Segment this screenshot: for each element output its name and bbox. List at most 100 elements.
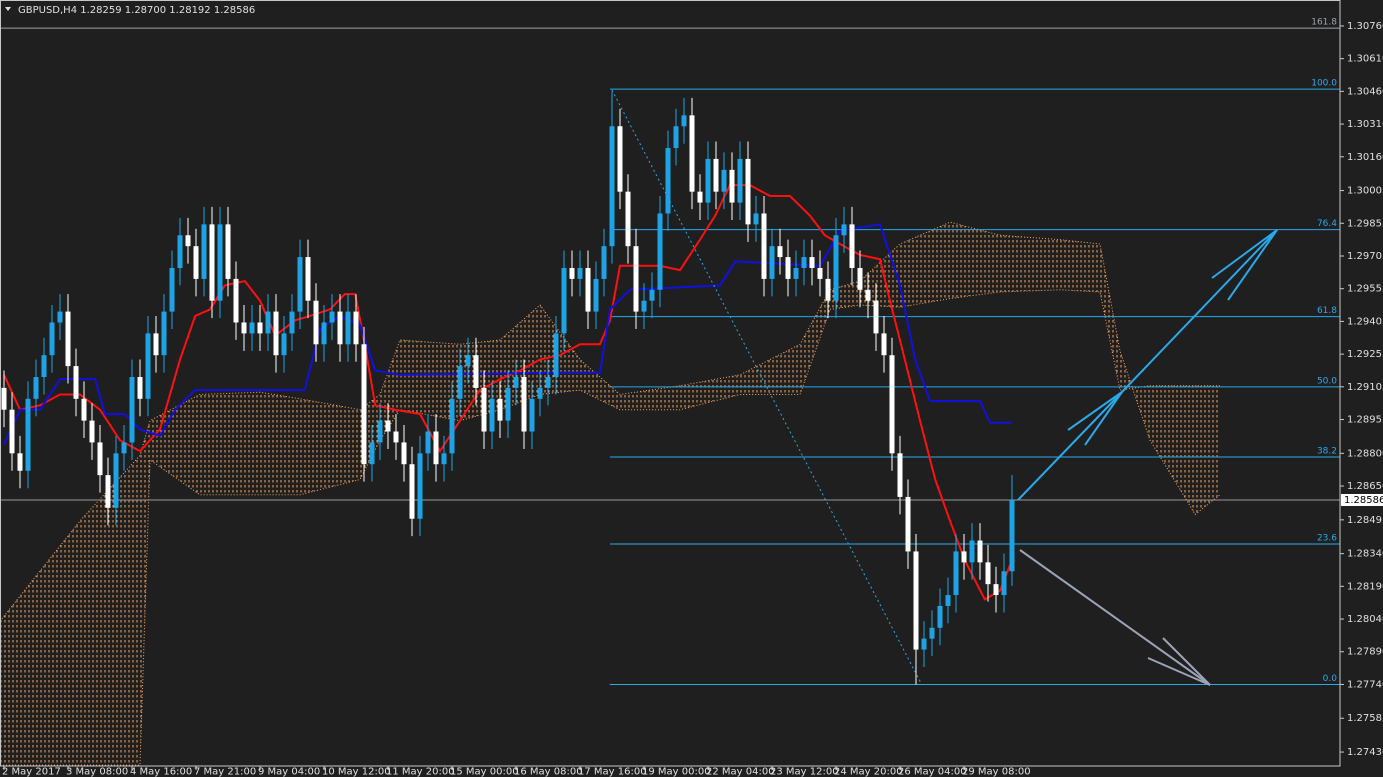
candle-body	[785, 257, 791, 279]
up-arrow	[1017, 229, 1278, 501]
candle-body	[705, 158, 711, 203]
x-tick-label: 17 May 16:00	[578, 767, 647, 777]
candle-body	[169, 267, 175, 312]
candle-body	[969, 540, 975, 563]
candle-body	[105, 475, 111, 508]
candle-body	[329, 311, 335, 323]
candle-body	[929, 627, 935, 639]
last-price-box	[1341, 493, 1383, 506]
candle-body	[817, 267, 823, 279]
candle-body	[385, 420, 391, 432]
candle-body	[249, 322, 255, 334]
axes: 1.27430 1.27585 1.27740 1.27890 1.28040 1.281…	[2, 21, 1383, 777]
cloud-edge	[0, 221, 1221, 622]
candle-body	[33, 377, 39, 399]
candle-body	[801, 257, 807, 268]
fib-label: 61.8	[1317, 306, 1337, 316]
candle-body	[473, 355, 479, 388]
candle-body	[825, 278, 831, 301]
x-tick-label: 29 May 08:00	[962, 767, 1031, 777]
x-tick-label: 7 May 21:00	[194, 767, 256, 777]
x-tick-label: 24 May 20:00	[834, 767, 903, 777]
fib-label: 23.6	[1317, 534, 1337, 544]
down-arrow	[1019, 549, 1211, 686]
candle-body	[81, 398, 87, 421]
candle-body	[657, 213, 663, 290]
cloud-edge	[0, 289, 1220, 766]
candle-body	[113, 453, 119, 508]
fib-label: 38.2	[1317, 447, 1337, 457]
candle-body	[177, 235, 183, 268]
y-tick-label: 1.28650	[1347, 481, 1383, 492]
y-tick-label: 1.29555	[1347, 284, 1383, 295]
fib-trendline	[611, 89, 923, 686]
candle-body	[673, 126, 679, 149]
annotations	[611, 89, 1278, 686]
candle-body	[73, 366, 79, 399]
candle-body	[881, 333, 887, 356]
x-tick-label: 2 May 2017	[2, 767, 61, 777]
candle-body	[665, 148, 671, 214]
fib-label: 161.8	[1311, 18, 1337, 28]
candle-body	[1009, 499, 1015, 572]
candle-body	[409, 464, 415, 519]
candle-body	[537, 387, 543, 399]
candle-body	[193, 246, 199, 279]
candle-body	[369, 442, 375, 465]
fib-label: 50.0	[1317, 376, 1337, 386]
y-tick-label: 1.28955	[1347, 415, 1383, 426]
candle-body	[49, 322, 55, 356]
y-tick-label: 1.29405	[1347, 316, 1383, 327]
x-tick-label: 4 May 16:00	[130, 767, 192, 777]
candle-body	[97, 442, 103, 476]
candle-body	[65, 311, 71, 367]
candle-body	[841, 224, 847, 236]
candle-body	[593, 278, 599, 312]
candle-body	[161, 311, 167, 356]
candle-body	[953, 551, 959, 596]
candle-body	[377, 420, 383, 443]
y-tick-label: 1.30310	[1347, 119, 1383, 130]
chart-title: GBPUSD,H4 1.28259 1.28700 1.28192 1.2858…	[18, 5, 255, 16]
x-tick-label: 22 May 04:00	[706, 767, 775, 777]
y-tick-label: 1.27430	[1347, 747, 1383, 758]
candle-body	[513, 377, 519, 388]
candle-body	[833, 235, 839, 301]
candle-body	[41, 355, 47, 378]
candle-body	[1, 387, 7, 410]
last-price-label: 1.28586	[1344, 495, 1383, 506]
candle-body	[465, 355, 471, 367]
x-tick-label: 19 May 00:00	[642, 767, 711, 777]
candle-body	[305, 257, 311, 301]
candle-body	[745, 158, 751, 225]
candle-body	[865, 289, 871, 301]
candle-body	[689, 115, 695, 192]
x-tick-label: 11 May 20:00	[386, 767, 455, 777]
cloud-fill	[0, 222, 1220, 766]
candle-body	[321, 322, 327, 345]
candle-body	[449, 398, 455, 454]
x-tick-label: 16 May 08:00	[514, 767, 583, 777]
candle-body	[265, 311, 271, 334]
candle-body	[1001, 571, 1007, 596]
candle-body	[89, 420, 95, 443]
candle-body	[737, 158, 743, 203]
candle-body	[857, 267, 863, 290]
menu-triangle	[5, 7, 11, 11]
candle-body	[617, 126, 623, 192]
candle-body	[489, 398, 495, 432]
candle-body	[897, 453, 903, 497]
candle-body	[313, 300, 319, 345]
candle-body	[993, 584, 999, 596]
candle-body	[697, 191, 703, 203]
x-tick-label: 26 May 04:00	[898, 767, 967, 777]
candle-body	[393, 431, 399, 443]
candle-body	[25, 398, 31, 471]
candle-body	[569, 267, 575, 279]
y-tick-label: 1.27890	[1347, 647, 1383, 658]
candle-body	[561, 267, 567, 334]
y-tick-label: 1.28190	[1347, 581, 1383, 592]
candle-body	[577, 267, 583, 279]
candle-body	[441, 453, 447, 465]
y-tick-label: 1.30460	[1347, 86, 1383, 97]
